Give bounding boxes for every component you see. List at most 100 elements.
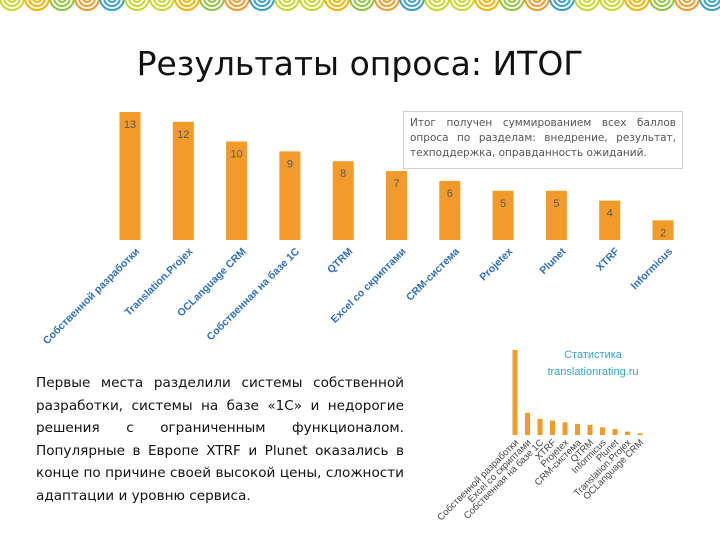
mini-bar [637,433,643,435]
banner-arc [149,0,175,11]
banner-arc [0,0,25,11]
mini-bar [575,423,580,435]
category-label: CRM-система [404,246,462,304]
category-label: Собственной разработки [41,246,142,347]
bar [545,190,567,240]
banner-arc [228,0,246,7]
banner-arc [157,0,167,3]
banner-arc [624,0,650,11]
bar [226,141,248,240]
banner-arc [3,0,21,7]
banner-arc [474,0,500,11]
banner-arc [553,0,571,7]
data-label: 5 [500,198,506,210]
category-label: QTRM [325,245,356,276]
decorative-banner [0,0,720,11]
banner-arc [249,0,275,11]
banner-arc [307,0,317,3]
banner-arc [253,0,271,7]
mini-bar [625,431,630,435]
banner-arc [557,0,567,3]
category-label: Informicus [629,246,676,293]
banner-arc [528,0,546,7]
banner-arc [299,0,325,11]
banner-arc [24,0,50,11]
banner-arc [524,0,550,11]
bar [652,220,674,240]
banner-arc [32,0,42,3]
banner-arc [399,0,425,11]
chart-note: Итог получен суммированием всех баллов о… [403,111,683,169]
banner-arc [607,0,617,3]
bar [439,180,461,240]
banner-arc [428,0,446,7]
banner-arc [674,0,700,11]
banner-arc [378,0,396,7]
banner-arc [78,0,96,7]
banner-arc [449,0,475,11]
banner-arc [107,0,117,3]
banner-arc [49,0,75,11]
banner-arc [224,0,250,11]
banner-arc [707,0,717,3]
banner-arc [657,0,667,3]
mini-bar [550,420,555,435]
mini-bar [525,412,530,435]
category-label: XTRF [594,245,622,273]
banner-arc [432,0,442,3]
banner-arc [578,0,596,7]
mini-bar [537,418,543,435]
bar [119,112,141,240]
banner-arc [382,0,392,3]
banner-arc [349,0,375,11]
banner-arc [507,0,517,3]
banner-arc [128,0,146,7]
banner-arc [628,0,646,7]
banner-arc [374,0,400,11]
banner-arc [574,0,600,11]
banner-arc [482,0,492,3]
banner-arc [478,0,496,7]
banner-arc [153,0,171,7]
category-label: Plunet [537,245,569,277]
banner-arc [203,0,221,7]
banner-arc [232,0,242,3]
data-label: 12 [177,129,189,141]
banner-arc [182,0,192,3]
page-title: Результаты опроса: ИТОГ [136,44,584,83]
banner-arc [532,0,542,3]
banner-arc [603,0,621,7]
category-label: Собственная на базе 1С [205,245,303,343]
banner-arc [499,0,525,11]
banner-arc [582,0,592,3]
banner-arc [424,0,450,11]
banner-arc [649,0,675,11]
banner-arc [678,0,696,7]
banner-arc [199,0,225,11]
banner-arc [357,0,367,3]
banner-arc [103,0,121,7]
mini-bar [562,422,568,435]
mini-bar [600,427,605,435]
bar [386,171,407,240]
bar [599,200,621,240]
data-label: 5 [553,198,559,210]
mini-category-label: Excel со скриптами [466,437,534,505]
banner-arc [178,0,196,7]
data-label: 6 [447,188,453,200]
banner-arc [303,0,321,7]
banner-arc [653,0,671,7]
banner-arc [328,0,346,7]
banner-arc [324,0,350,11]
bar [332,161,354,240]
banner-arc [549,0,575,11]
banner-arc [703,0,720,7]
banner-arc [132,0,142,3]
banner-arc [57,0,67,3]
mini-bar [587,424,593,435]
mini-chart-title: Статистика [564,349,623,361]
banner-arc [599,0,625,11]
banner-arc [82,0,92,3]
banner-arc [7,0,17,3]
